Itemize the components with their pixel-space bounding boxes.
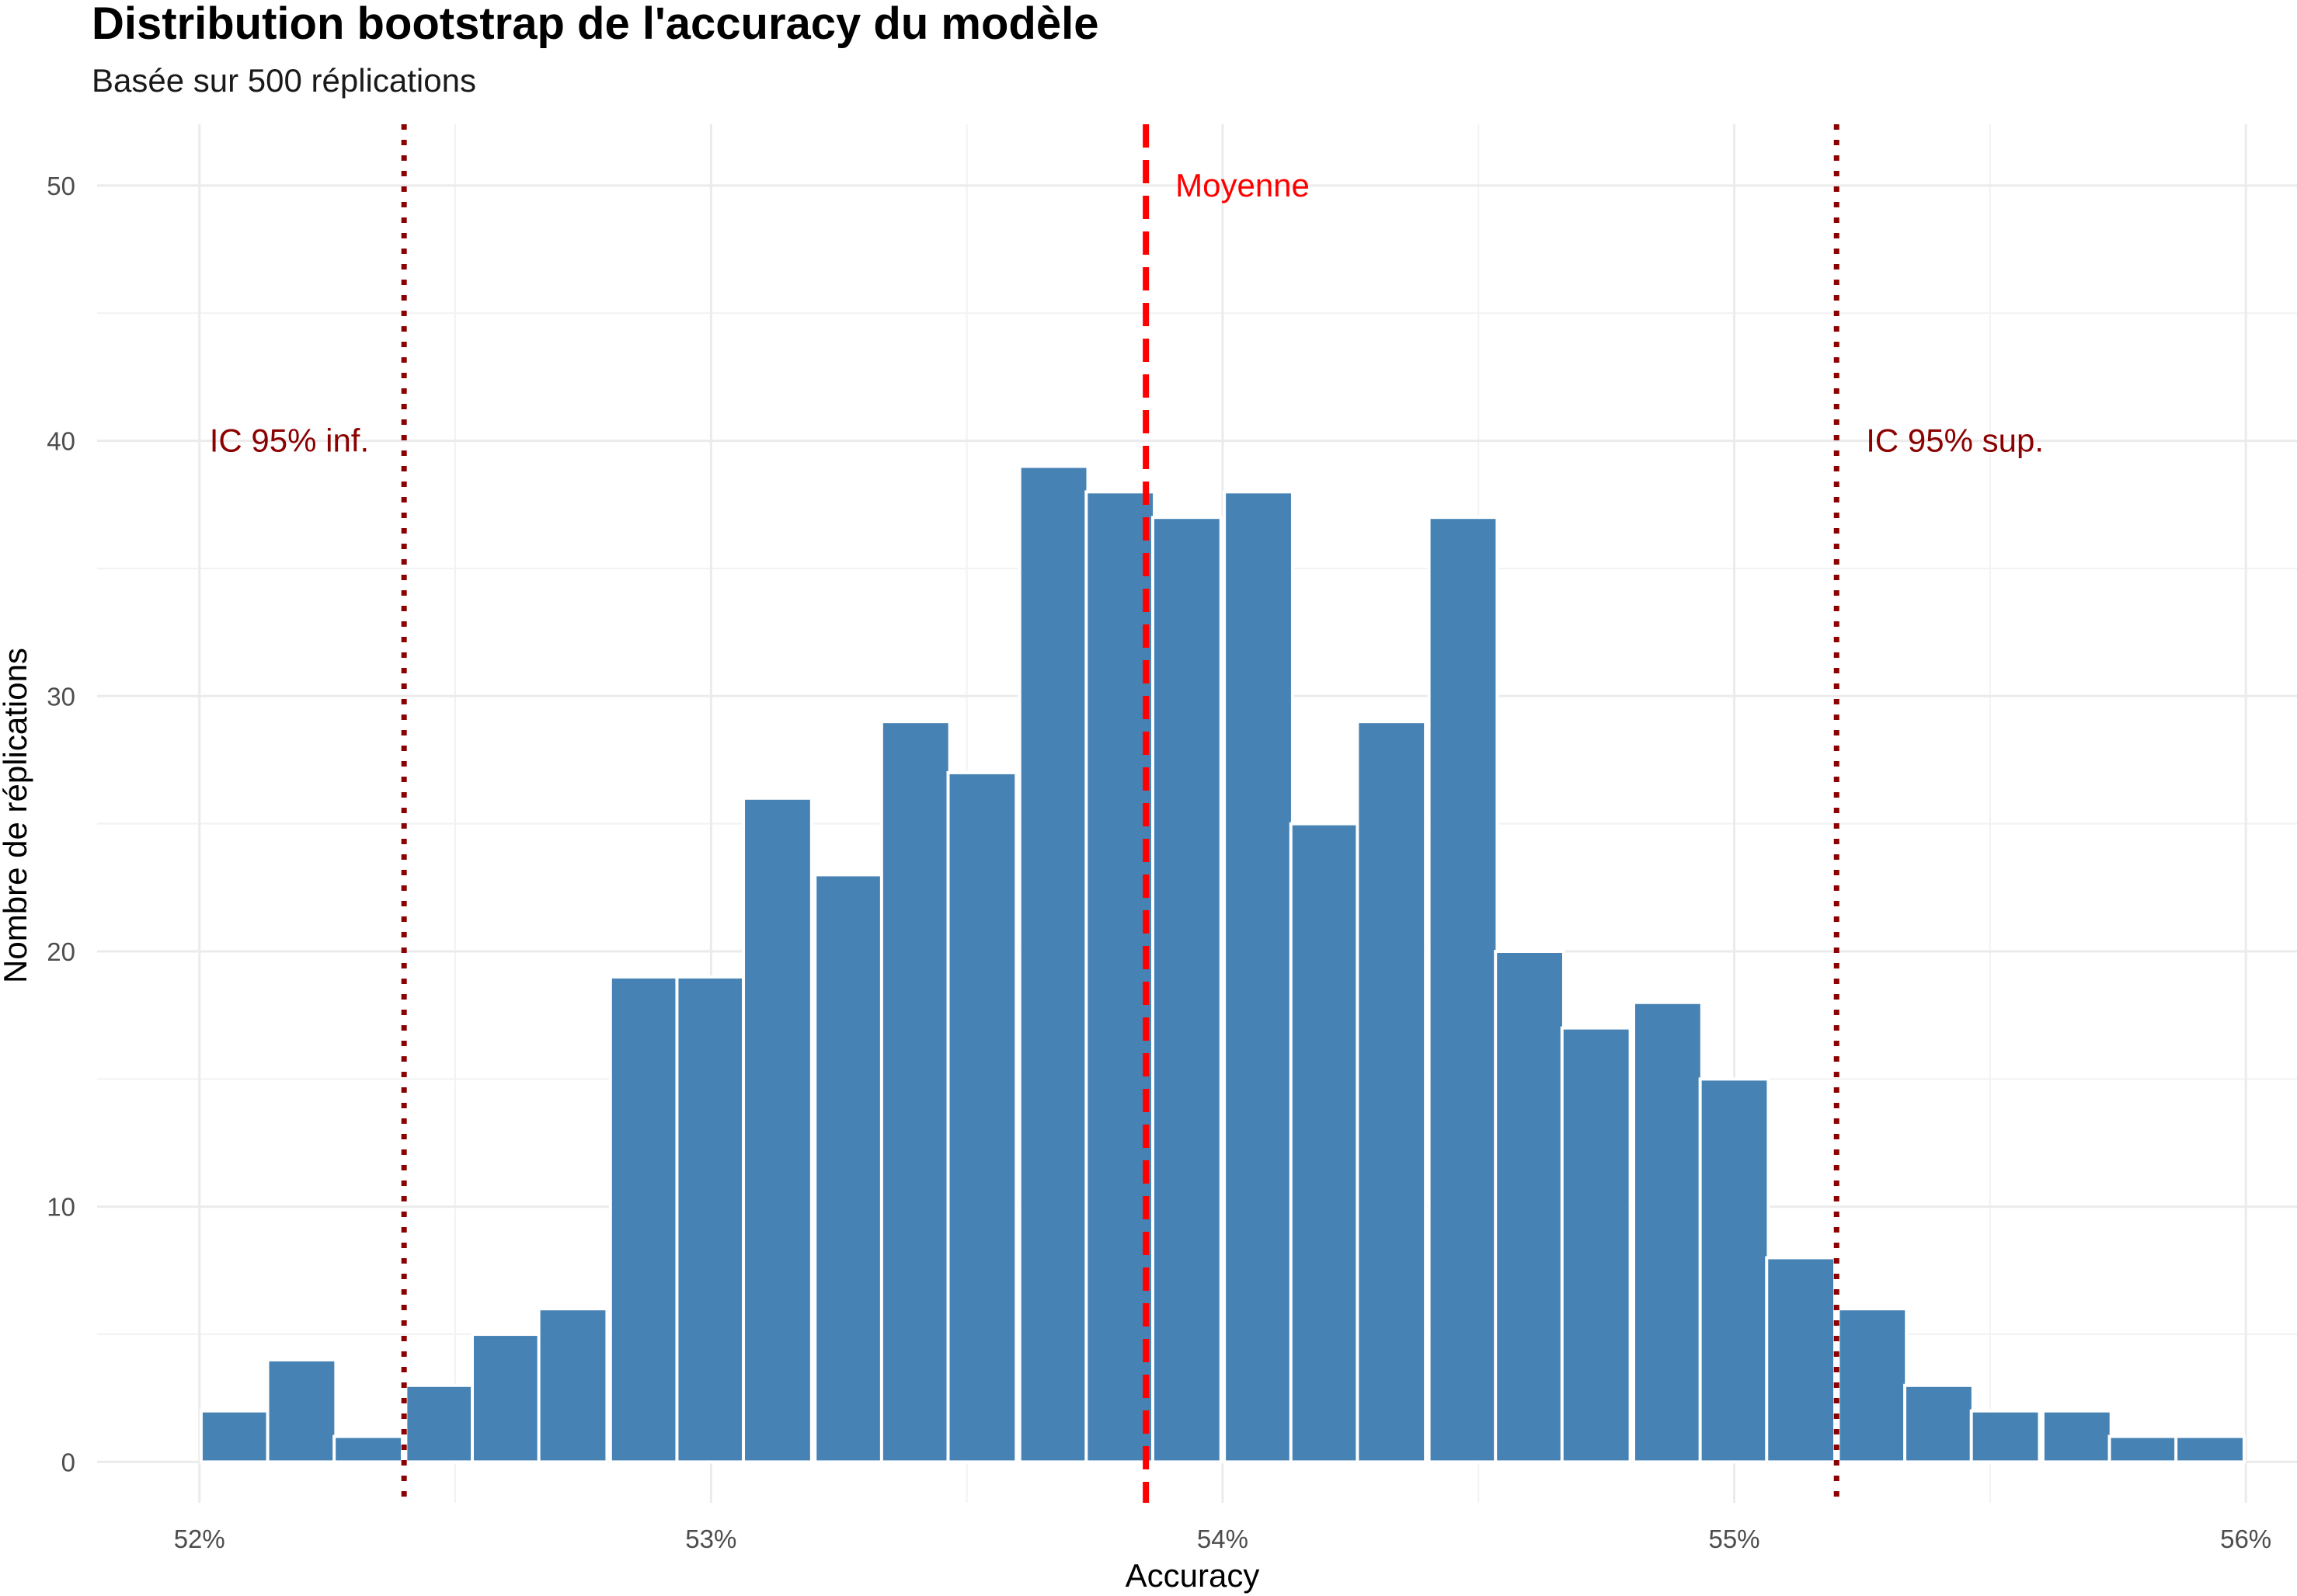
histogram-bars xyxy=(199,464,2246,1464)
histogram-bar xyxy=(1084,490,1157,1464)
histogram-bar xyxy=(1765,1256,1837,1464)
reference-line-label: IC 95% sup. xyxy=(1866,422,2044,459)
histogram-bar xyxy=(470,1333,542,1464)
histogram-bar xyxy=(1289,822,1361,1464)
histogram-bar xyxy=(266,1358,338,1464)
histogram-bar xyxy=(1356,720,1428,1464)
reference-lines: IC 95% inf. Moyenne IC 95% sup. xyxy=(210,124,2044,1503)
histogram-bar xyxy=(813,873,886,1464)
histogram-bar xyxy=(879,720,952,1464)
y-tick-label: 30 xyxy=(47,682,75,711)
histogram-bar xyxy=(2041,1409,2113,1464)
histogram-bar xyxy=(675,975,747,1464)
histogram-bar xyxy=(537,1307,609,1464)
y-axis-title: Nombre de réplications xyxy=(0,648,33,983)
histogram-bar xyxy=(608,975,680,1464)
x-axis-title: Accuracy xyxy=(1126,1557,1260,1594)
histogram-bar xyxy=(2174,1434,2246,1464)
histogram-bar xyxy=(1903,1383,1975,1464)
chart-title: Distribution bootstrap de l'accuracy du … xyxy=(92,0,1098,49)
x-tick-label: 53% xyxy=(685,1525,736,1553)
chart-subtitle: Basée sur 500 réplications xyxy=(92,62,476,99)
histogram-bar xyxy=(404,1383,476,1464)
y-tick-label: 40 xyxy=(47,427,75,456)
reference-line-label: IC 95% inf. xyxy=(210,422,369,459)
histogram-bar xyxy=(1150,516,1223,1464)
histogram-bar xyxy=(199,1409,271,1464)
histogram-bar xyxy=(1969,1409,2041,1464)
histogram-bar xyxy=(742,796,813,1464)
axis-ticks: 0 10 20 30 40 50 52% 53% 54% 55% 56% xyxy=(47,172,2271,1553)
histogram-bar xyxy=(1223,490,1294,1464)
histogram-bar xyxy=(1018,464,1090,1464)
reference-line-label: Moyenne xyxy=(1175,167,1310,203)
y-tick-label: 10 xyxy=(47,1193,75,1222)
x-tick-label: 52% xyxy=(174,1525,225,1553)
y-tick-label: 0 xyxy=(61,1448,75,1476)
x-tick-label: 54% xyxy=(1197,1525,1248,1553)
histogram-bar xyxy=(946,770,1018,1464)
histogram-bar xyxy=(332,1434,404,1464)
histogram-bar xyxy=(2107,1434,2180,1464)
histogram-bar xyxy=(1698,1077,1770,1464)
y-tick-label: 20 xyxy=(47,937,75,966)
x-tick-label: 56% xyxy=(2220,1525,2271,1553)
histogram-bar xyxy=(1632,1000,1704,1464)
histogram-bar xyxy=(1494,950,1565,1464)
y-tick-label: 50 xyxy=(47,172,75,200)
x-tick-label: 55% xyxy=(1709,1525,1760,1553)
histogram-bar xyxy=(1427,516,1499,1464)
histogram-bar xyxy=(1560,1026,1632,1464)
histogram-bar xyxy=(1836,1307,1909,1464)
